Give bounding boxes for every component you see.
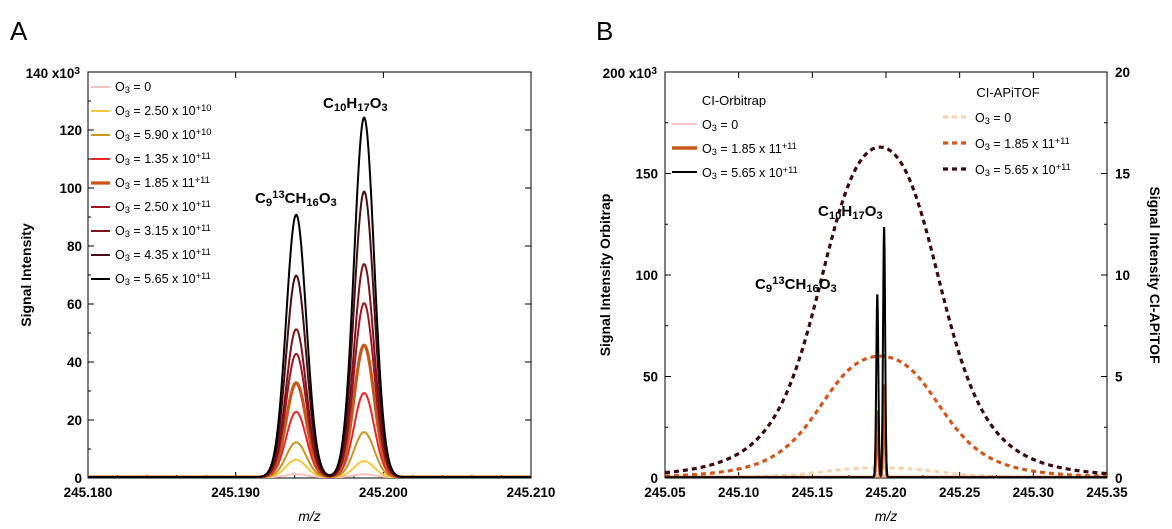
y-tick-label: 40 xyxy=(67,355,82,370)
y-tick-label: 0 xyxy=(650,471,658,486)
series-group xyxy=(88,116,531,478)
y-axis-title: Signal Intensity Orbitrap xyxy=(597,194,613,357)
legend-entry-1: O3 = 2.50 x 10+10 xyxy=(115,103,212,119)
legend-entry-5: O3 = 2.50 x 10+11 xyxy=(115,199,211,215)
y-tick-label: 120 xyxy=(59,123,82,138)
y2-tick-label: 15 xyxy=(1115,167,1131,182)
y2-axis-title: Signal Intensity CI-APiTOF xyxy=(1147,186,1163,364)
y-tick-label: 50 xyxy=(643,370,658,385)
legend-entry-3: O3 = 1.35 x 10+11 xyxy=(115,151,211,167)
panel-b: 0 50 100 150 200 x103 0 5 10 15 20 245.05 245.10 245… xyxy=(597,65,1163,524)
y2-tick-label: 5 xyxy=(1115,370,1123,385)
legend-apitof-title: CI-APiTOF xyxy=(976,85,1039,100)
legend-entry-4: O3 = 1.85 x 11+11 xyxy=(115,175,210,191)
legend-entry-8: O3 = 5.65 x 10+11 xyxy=(115,271,211,287)
x-tick-label: 245.05 xyxy=(644,485,686,500)
annotation-peak-2: C10H17O3 xyxy=(323,95,388,114)
annotation-peak-1: C913CH16O3 xyxy=(255,189,337,209)
legend-entry-2: O3 = 5.90 x 10+10 xyxy=(115,127,212,143)
y-axis-title: Signal Intensity xyxy=(18,223,34,327)
y-tick-label: 80 xyxy=(67,239,82,254)
apitof-series-line-1 xyxy=(665,354,1107,478)
orbitrap-legend-entry-2: O3 = 5.65 x 10+11 xyxy=(702,165,798,181)
panel-b-letter: B xyxy=(596,16,613,46)
x-tick-label: 245.190 xyxy=(211,485,260,500)
apitof-legend-entry-0: O3 = 0 xyxy=(975,111,1011,126)
legend-entry-7: O3 = 4.35 x 10+11 xyxy=(115,247,211,263)
x-tick-label: 245.35 xyxy=(1086,485,1128,500)
y-tick-label: 150 xyxy=(635,167,658,182)
x-axis-title: m/z xyxy=(875,508,898,524)
y2-tick-label: 10 xyxy=(1115,268,1130,283)
apitof-legend-entry-1: O3 = 1.85 x 11+11 xyxy=(975,136,1070,152)
y-exponent-label: 140 x103 xyxy=(26,66,81,82)
legend-entry-6: O3 = 3.15 x 10+11 xyxy=(115,223,211,239)
orbitrap-legend-entry-1: O3 = 1.85 x 11+11 xyxy=(702,141,797,157)
panel-a-letter: A xyxy=(10,16,28,46)
x-tick-label: 245.10 xyxy=(718,485,759,500)
x-tick-label: 245.180 xyxy=(64,485,113,500)
x-tick-label: 245.30 xyxy=(1013,485,1054,500)
x-tick-label: 245.210 xyxy=(507,485,556,500)
panel-a: 0 20 40 60 80 100 120 140 x103 245.180 245.190 245… xyxy=(18,66,555,525)
series-group xyxy=(665,145,1107,478)
y2-tick-label: 0 xyxy=(1115,471,1123,486)
legend-orbitrap-title: CI-Orbitrap xyxy=(702,93,766,108)
y-tick-label: 0 xyxy=(74,471,82,486)
apitof-series-line-2 xyxy=(665,145,1107,476)
y2-tick-label: 20 xyxy=(1115,65,1130,80)
y-tick-label: 60 xyxy=(67,297,82,312)
x-tick-label: 245.20 xyxy=(865,485,906,500)
y-tick-label: 100 xyxy=(59,181,82,196)
x-tick-label: 245.15 xyxy=(792,485,834,500)
y-tick-label: 100 xyxy=(635,268,658,283)
y-exponent-label: 200 x103 xyxy=(603,66,658,82)
apitof-legend-entry-2: O3 = 5.65 x 10+11 xyxy=(975,162,1071,178)
x-tick-label: 245.200 xyxy=(359,485,408,500)
series-line-8 xyxy=(88,116,531,478)
orbitrap-series-line-2 xyxy=(665,227,1107,478)
legend-entry-0: O3 = 0 xyxy=(115,80,151,95)
annotation-peak-1: C913CH16O3 xyxy=(755,275,837,295)
y-tick-label: 20 xyxy=(67,413,82,428)
x-tick-label: 245.25 xyxy=(939,485,981,500)
orbitrap-legend-entry-0: O3 = 0 xyxy=(702,118,738,133)
annotation-peak-2: C10H17O3 xyxy=(818,203,883,222)
x-axis-title: m/z xyxy=(298,508,321,524)
